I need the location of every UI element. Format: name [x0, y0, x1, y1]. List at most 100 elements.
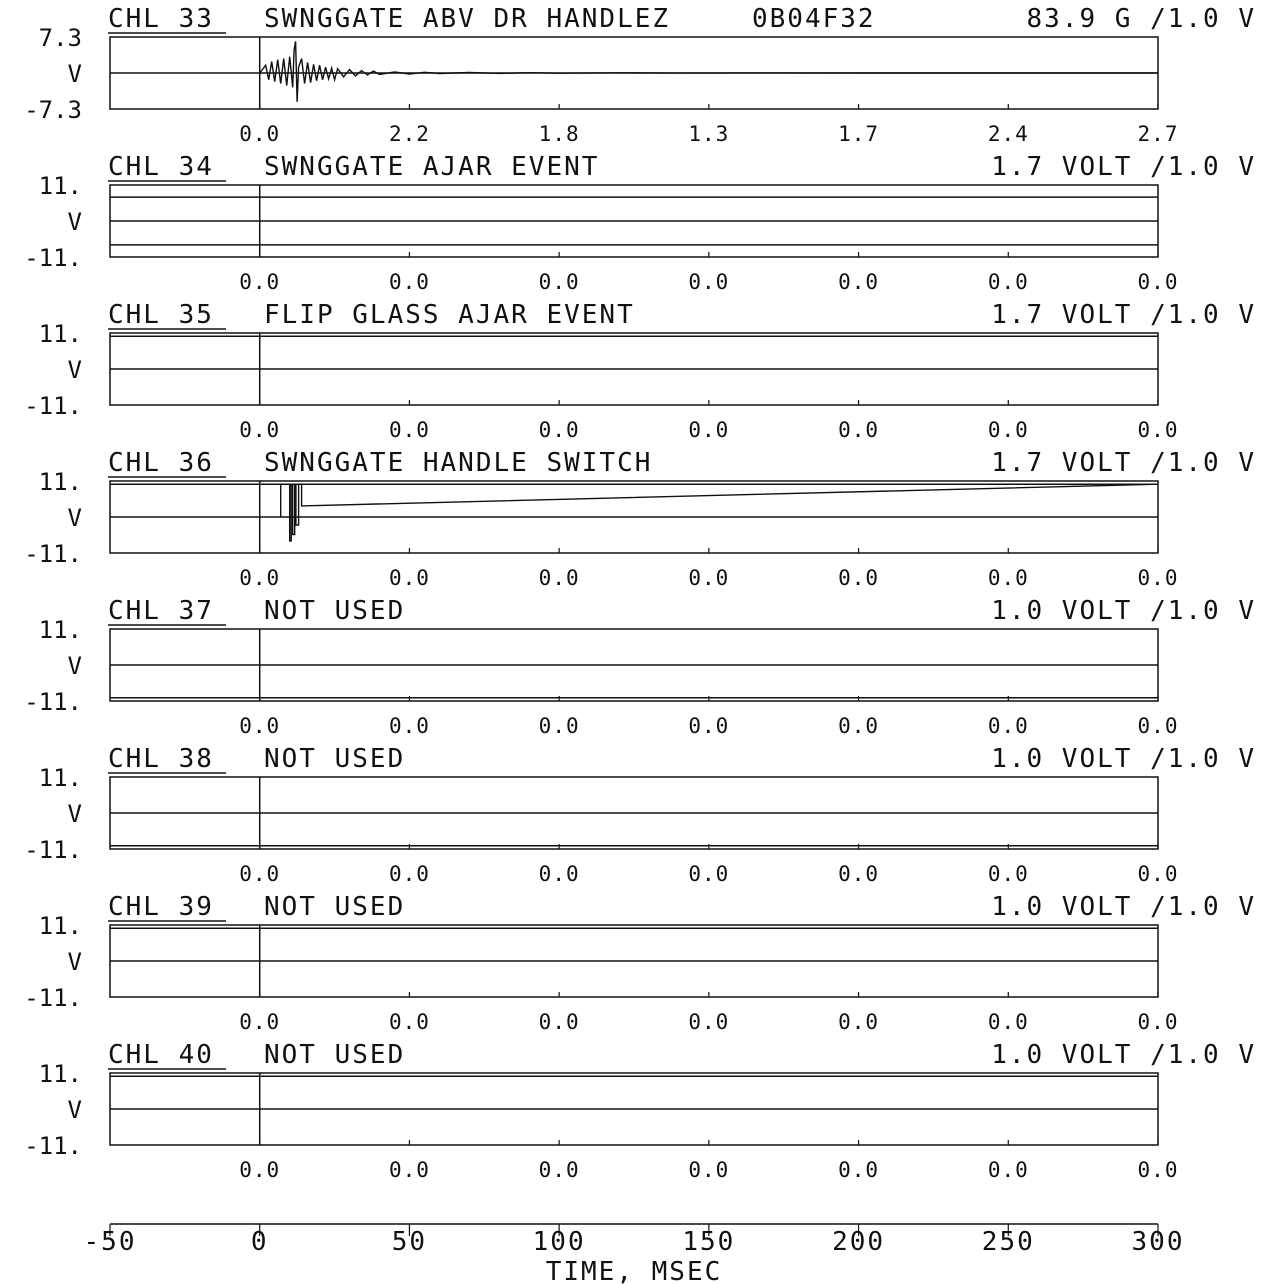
y-min-label: -11.: [24, 984, 82, 1012]
stat-value: 0.0: [239, 1010, 280, 1034]
stat-value: 0.0: [539, 1010, 580, 1034]
stat-value: 0.0: [239, 862, 280, 886]
y-max-label: 11.: [39, 616, 82, 644]
channel-scale: 1.7 VOLT /1.0 V: [991, 448, 1256, 478]
stat-value: 2.7: [1138, 122, 1179, 146]
stat-value: 1.7: [838, 122, 879, 146]
stat-value: 0.0: [539, 862, 580, 886]
y-max-label: 11.: [39, 912, 82, 940]
channel-name: NOT USED: [264, 1040, 405, 1070]
stat-value: 0.0: [838, 566, 879, 590]
channel-number: CHL 33: [108, 4, 214, 34]
signal-trace: [259, 41, 1158, 102]
stat-value: 0.0: [688, 862, 729, 886]
stat-value: 0.0: [239, 714, 280, 738]
stat-value: 0.0: [838, 418, 879, 442]
stat-value: 0.0: [389, 714, 430, 738]
time-axis-label: 0: [251, 1227, 269, 1257]
stat-value: 0.0: [688, 714, 729, 738]
y-unit-label: V: [68, 504, 82, 532]
channel-name: NOT USED: [264, 744, 405, 774]
y-max-label: 11.: [39, 468, 82, 496]
y-max-label: 11.: [39, 764, 82, 792]
stat-value: 0.0: [239, 566, 280, 590]
channel-number: CHL 40: [108, 1040, 214, 1070]
stat-value: 0.0: [539, 566, 580, 590]
time-axis-label: 250: [982, 1227, 1035, 1257]
stat-value: 1.8: [539, 122, 580, 146]
time-axis-label: 300: [1132, 1227, 1185, 1257]
y-min-label: -11.: [24, 540, 82, 568]
stat-value: 0.0: [539, 714, 580, 738]
stat-value: 0.0: [239, 122, 280, 146]
stat-value: 0.0: [988, 862, 1029, 886]
stat-value: 0.0: [688, 1158, 729, 1182]
channel-number: CHL 37: [108, 596, 214, 626]
stat-value: 0.0: [988, 270, 1029, 294]
y-min-label: -11.: [24, 688, 82, 716]
channel-name: SWNGGATE AJAR EVENT: [264, 152, 599, 182]
channel-number: CHL 36: [108, 448, 214, 478]
time-axis-label: -50: [84, 1227, 137, 1257]
y-min-label: -7.3: [24, 96, 82, 124]
channel-scale: 1.7 VOLT /1.0 V: [991, 300, 1256, 330]
channel-name: NOT USED: [264, 596, 405, 626]
stat-value: 0.0: [838, 862, 879, 886]
stat-value: 0.0: [688, 1010, 729, 1034]
stat-value: 0.0: [539, 418, 580, 442]
y-unit-label: V: [68, 60, 82, 88]
time-axis-label: 100: [533, 1227, 586, 1257]
channel-scale: 83.9 G /1.0 V: [1027, 4, 1257, 34]
stat-value: 0.0: [988, 714, 1029, 738]
channel-number: CHL 38: [108, 744, 214, 774]
channel-number: CHL 34: [108, 152, 214, 182]
channel-scale: 1.7 VOLT /1.0 V: [991, 152, 1256, 182]
stat-value: 0.0: [838, 714, 879, 738]
stat-value: 0.0: [389, 1010, 430, 1034]
channel-name: SWNGGATE ABV DR HANDLEZ: [264, 4, 670, 34]
channel-name: SWNGGATE HANDLE SWITCH: [264, 448, 652, 478]
stat-value: 0.0: [239, 270, 280, 294]
stat-value: 0.0: [1138, 1010, 1179, 1034]
channel-scale: 1.0 VOLT /1.0 V: [991, 744, 1256, 774]
time-axis-label: 200: [832, 1227, 885, 1257]
y-min-label: -11.: [24, 244, 82, 272]
stat-value: 0.0: [688, 566, 729, 590]
stat-value: 2.4: [988, 122, 1029, 146]
y-max-label: 11.: [39, 172, 82, 200]
y-unit-label: V: [68, 948, 82, 976]
stat-value: 1.3: [688, 122, 729, 146]
stat-value: 0.0: [688, 270, 729, 294]
stat-value: 0.0: [1138, 566, 1179, 590]
stat-value: 0.0: [389, 270, 430, 294]
stat-value: 0.0: [539, 1158, 580, 1182]
channel-number: CHL 35: [108, 300, 214, 330]
stat-value: 0.0: [1138, 862, 1179, 886]
y-max-label: 11.: [39, 320, 82, 348]
y-min-label: -11.: [24, 836, 82, 864]
y-unit-label: V: [68, 1096, 82, 1124]
y-max-label: 11.: [39, 1060, 82, 1088]
stat-value: 0.0: [1138, 270, 1179, 294]
stat-value: 0.0: [239, 1158, 280, 1182]
channel-number: CHL 39: [108, 892, 214, 922]
channel-scale: 1.0 VOLT /1.0 V: [991, 1040, 1256, 1070]
stat-value: 2.2: [389, 122, 430, 146]
stat-value: 0.0: [838, 270, 879, 294]
stat-value: 0.0: [389, 1158, 430, 1182]
stat-value: 0.0: [1138, 418, 1179, 442]
stat-value: 0.0: [838, 1158, 879, 1182]
channel-scale: 1.0 VOLT /1.0 V: [991, 892, 1256, 922]
stat-value: 0.0: [389, 862, 430, 886]
time-axis-label: 50: [392, 1227, 427, 1257]
x-axis-title: TIME, MSEC: [546, 1257, 723, 1284]
stat-value: 0.0: [988, 1010, 1029, 1034]
stat-value: 0.0: [239, 418, 280, 442]
y-unit-label: V: [68, 652, 82, 680]
stat-value: 0.0: [838, 1010, 879, 1034]
stat-value: 0.0: [688, 418, 729, 442]
y-max-label: 7.3: [39, 24, 82, 52]
y-unit-label: V: [68, 208, 82, 236]
channel-name: FLIP GLASS AJAR EVENT: [264, 300, 635, 330]
